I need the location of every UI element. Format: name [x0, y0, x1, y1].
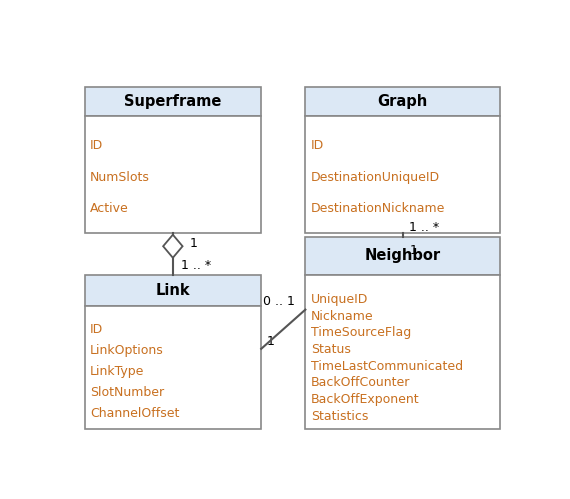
Text: 1 .. *: 1 .. * — [409, 221, 439, 234]
Text: BackOffCounter: BackOffCounter — [311, 376, 410, 389]
Text: Statistics: Statistics — [311, 410, 368, 423]
Bar — [84, 275, 261, 306]
Text: Status: Status — [311, 343, 351, 356]
Text: BackOffExponent: BackOffExponent — [311, 393, 420, 406]
Text: UniqueID: UniqueID — [311, 293, 368, 306]
Text: ID: ID — [90, 323, 104, 336]
Bar — [306, 87, 500, 116]
Text: Superframe: Superframe — [124, 94, 222, 109]
Text: TimeSourceFlag: TimeSourceFlag — [311, 326, 412, 339]
Text: Graph: Graph — [377, 94, 428, 109]
Text: SlotNumber: SlotNumber — [90, 386, 164, 399]
Bar — [306, 275, 500, 429]
Text: ID: ID — [90, 139, 104, 152]
Text: Nickname: Nickname — [311, 310, 374, 323]
Text: ChannelOffset: ChannelOffset — [90, 407, 180, 420]
Text: 0 .. 1: 0 .. 1 — [263, 295, 295, 308]
Bar — [84, 306, 261, 429]
Text: 1: 1 — [189, 237, 197, 250]
Text: DestinationUniqueID: DestinationUniqueID — [311, 171, 440, 184]
Bar — [306, 237, 500, 275]
Text: 1 .. *: 1 .. * — [181, 259, 211, 272]
Polygon shape — [163, 235, 182, 258]
Text: DestinationNickname: DestinationNickname — [311, 203, 446, 216]
Text: Link: Link — [156, 283, 190, 298]
Text: Active: Active — [90, 203, 129, 216]
Bar — [84, 87, 261, 116]
Bar — [84, 116, 261, 233]
Text: 1: 1 — [409, 244, 417, 256]
Text: LinkType: LinkType — [90, 365, 145, 378]
Text: LinkOptions: LinkOptions — [90, 344, 164, 357]
Bar — [306, 116, 500, 233]
Text: TimeLastCommunicated: TimeLastCommunicated — [311, 360, 463, 373]
Text: ID: ID — [311, 139, 324, 152]
Text: Neighbor: Neighbor — [364, 249, 441, 263]
Text: 1: 1 — [267, 335, 274, 348]
Text: NumSlots: NumSlots — [90, 171, 150, 184]
